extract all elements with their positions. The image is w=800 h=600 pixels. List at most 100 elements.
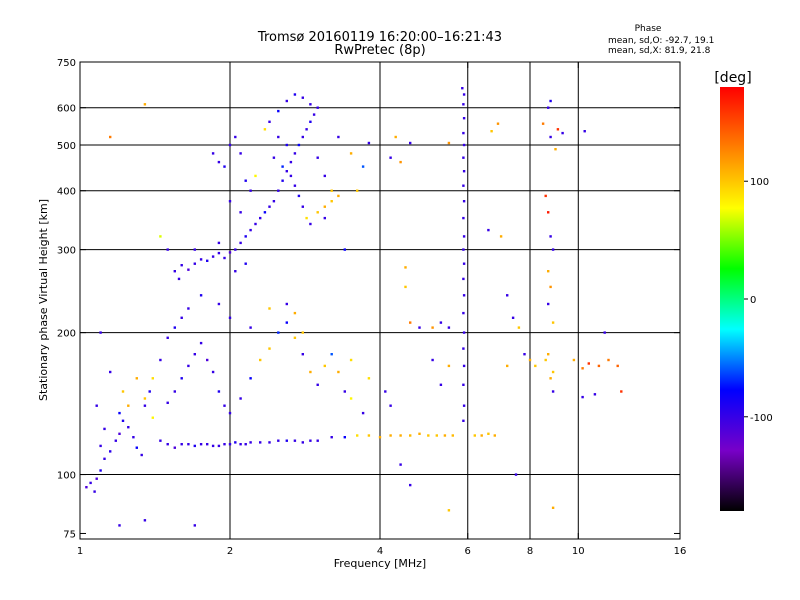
data-point	[418, 326, 421, 329]
data-point	[289, 160, 293, 164]
data-point	[514, 473, 518, 476]
x-tick-label: 6	[465, 546, 471, 557]
data-point	[462, 184, 465, 187]
data-point	[616, 364, 619, 368]
data-point	[114, 439, 117, 442]
data-point	[462, 294, 466, 297]
data-point	[103, 457, 106, 460]
data-point	[217, 444, 221, 448]
data-point	[244, 443, 247, 446]
data-point	[173, 390, 176, 393]
data-point	[473, 434, 476, 437]
data-point	[95, 404, 98, 407]
data-point	[451, 434, 454, 437]
data-point	[199, 341, 203, 345]
chart-title: Tromsø 20160119 16:20:00–16:21:43	[257, 30, 502, 45]
data-point	[301, 135, 304, 139]
data-point	[462, 404, 466, 407]
data-point	[249, 326, 252, 329]
data-point	[547, 270, 550, 273]
data-point	[547, 106, 550, 109]
data-point	[277, 439, 280, 442]
stats-o-mode: mean, sd,O: -92.7, 19.1	[608, 36, 714, 46]
data-point	[462, 419, 465, 422]
data-point	[103, 427, 106, 431]
data-point	[277, 331, 280, 334]
y-tick-label: 100	[57, 471, 76, 482]
data-point	[206, 443, 209, 446]
data-point	[143, 519, 147, 522]
y-tick-labels: 75 100 200 300 400 500 600 750	[57, 58, 76, 540]
colorbar-tick-label: 100	[750, 177, 769, 188]
colorbar-ticks: 100 0 -100	[744, 177, 773, 424]
data-point	[259, 441, 262, 444]
data-point	[394, 135, 397, 139]
data-point	[239, 241, 242, 245]
data-point	[487, 228, 490, 232]
data-point	[180, 443, 183, 446]
data-point	[121, 419, 125, 422]
data-point	[259, 216, 262, 220]
data-point	[316, 211, 319, 214]
gridlines	[80, 62, 680, 539]
data-point	[462, 235, 466, 238]
data-point	[268, 205, 271, 208]
data-point	[272, 200, 276, 203]
data-point	[249, 441, 252, 444]
data-point	[549, 285, 552, 289]
data-point	[180, 264, 183, 267]
data-point	[177, 277, 181, 281]
data-point	[217, 241, 221, 245]
data-point	[187, 268, 190, 271]
data-point	[293, 152, 297, 155]
data-point	[135, 446, 138, 449]
data-point	[439, 383, 443, 386]
data-point	[206, 358, 209, 362]
data-point	[323, 364, 326, 368]
data-point	[506, 294, 509, 297]
data-point	[462, 331, 466, 334]
data-point	[166, 248, 169, 251]
data-point	[547, 353, 550, 356]
data-point	[549, 235, 552, 238]
data-point	[554, 148, 557, 151]
data-point	[293, 336, 297, 339]
data-point	[447, 364, 451, 368]
data-point	[549, 135, 552, 139]
data-point	[409, 141, 412, 145]
stats-heading: Phase	[635, 24, 662, 34]
data-point	[367, 377, 371, 380]
colorbar-tick-label: -100	[750, 413, 773, 424]
data-point	[217, 160, 221, 164]
data-point	[211, 152, 215, 155]
data-point	[462, 143, 466, 147]
y-tick-label: 400	[57, 187, 76, 198]
data-point	[462, 93, 466, 96]
data-point	[301, 353, 304, 356]
data-point	[263, 128, 267, 131]
data-point	[343, 390, 346, 393]
data-point	[127, 426, 130, 429]
data-point	[244, 179, 247, 182]
data-point	[109, 135, 112, 139]
data-point	[404, 285, 407, 289]
data-point	[462, 216, 465, 220]
data-point	[151, 416, 154, 419]
data-point	[323, 174, 326, 178]
data-point	[285, 170, 288, 173]
data-point	[180, 377, 183, 380]
data-point	[109, 370, 112, 374]
data-point	[118, 432, 121, 435]
data-point	[293, 93, 297, 96]
data-point	[268, 347, 271, 350]
data-point	[228, 143, 232, 147]
data-point	[349, 358, 353, 362]
data-point	[462, 117, 466, 120]
data-point	[547, 302, 550, 306]
data-point	[490, 130, 493, 133]
data-point	[228, 200, 232, 203]
data-point	[305, 216, 308, 220]
data-point	[607, 358, 610, 362]
colorbar-gradient	[720, 87, 744, 511]
